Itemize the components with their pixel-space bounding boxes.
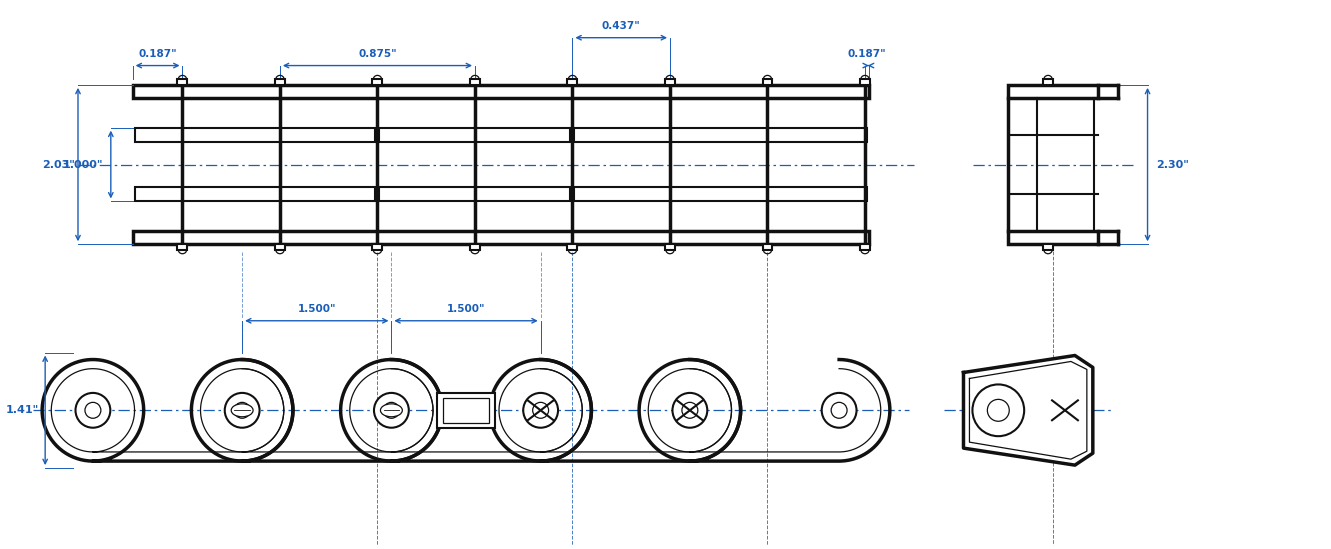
Bar <box>177 244 188 250</box>
Bar <box>133 85 869 98</box>
Bar <box>1044 80 1053 85</box>
Bar <box>373 244 382 250</box>
Text: 1.500": 1.500" <box>447 304 486 314</box>
Text: 0.437": 0.437" <box>602 21 640 31</box>
Text: 2.03": 2.03" <box>41 160 75 170</box>
Circle shape <box>973 384 1024 436</box>
Circle shape <box>831 402 847 418</box>
Bar <box>666 244 675 250</box>
Text: 1.500": 1.500" <box>298 304 335 314</box>
Circle shape <box>85 402 101 418</box>
Circle shape <box>225 393 260 428</box>
Bar <box>470 80 480 85</box>
Bar <box>379 128 571 142</box>
Circle shape <box>374 393 409 428</box>
Text: 0.187": 0.187" <box>138 49 177 59</box>
Circle shape <box>672 393 707 428</box>
Bar <box>276 80 285 85</box>
Bar <box>575 128 866 142</box>
Bar <box>1009 231 1098 244</box>
Text: 1.000": 1.000" <box>63 160 104 170</box>
Text: 2.30": 2.30" <box>1157 160 1189 170</box>
Bar <box>373 80 382 85</box>
Bar <box>763 244 772 250</box>
Bar <box>567 244 578 250</box>
Bar <box>133 231 869 244</box>
Bar <box>177 80 188 85</box>
Text: 0.187": 0.187" <box>848 49 886 59</box>
Bar <box>379 187 571 201</box>
Ellipse shape <box>381 404 402 417</box>
Bar <box>134 187 375 201</box>
Bar <box>860 80 870 85</box>
Bar <box>470 244 480 250</box>
Bar <box>567 80 578 85</box>
Ellipse shape <box>232 404 253 417</box>
Bar <box>437 393 495 428</box>
Circle shape <box>234 402 250 418</box>
Polygon shape <box>964 356 1093 465</box>
Circle shape <box>523 393 558 428</box>
Text: 0.875": 0.875" <box>358 49 397 59</box>
Circle shape <box>532 402 548 418</box>
Bar <box>763 80 772 85</box>
Text: 1.41": 1.41" <box>5 405 39 415</box>
Circle shape <box>821 393 857 428</box>
Circle shape <box>383 402 399 418</box>
Circle shape <box>681 402 697 418</box>
Bar <box>1044 244 1053 250</box>
Bar <box>666 80 675 85</box>
Bar <box>575 187 866 201</box>
Bar <box>134 128 375 142</box>
Bar <box>860 244 870 250</box>
Circle shape <box>76 393 110 428</box>
Bar <box>1009 85 1098 98</box>
Bar <box>443 398 488 423</box>
Bar <box>276 244 285 250</box>
Circle shape <box>988 399 1009 421</box>
